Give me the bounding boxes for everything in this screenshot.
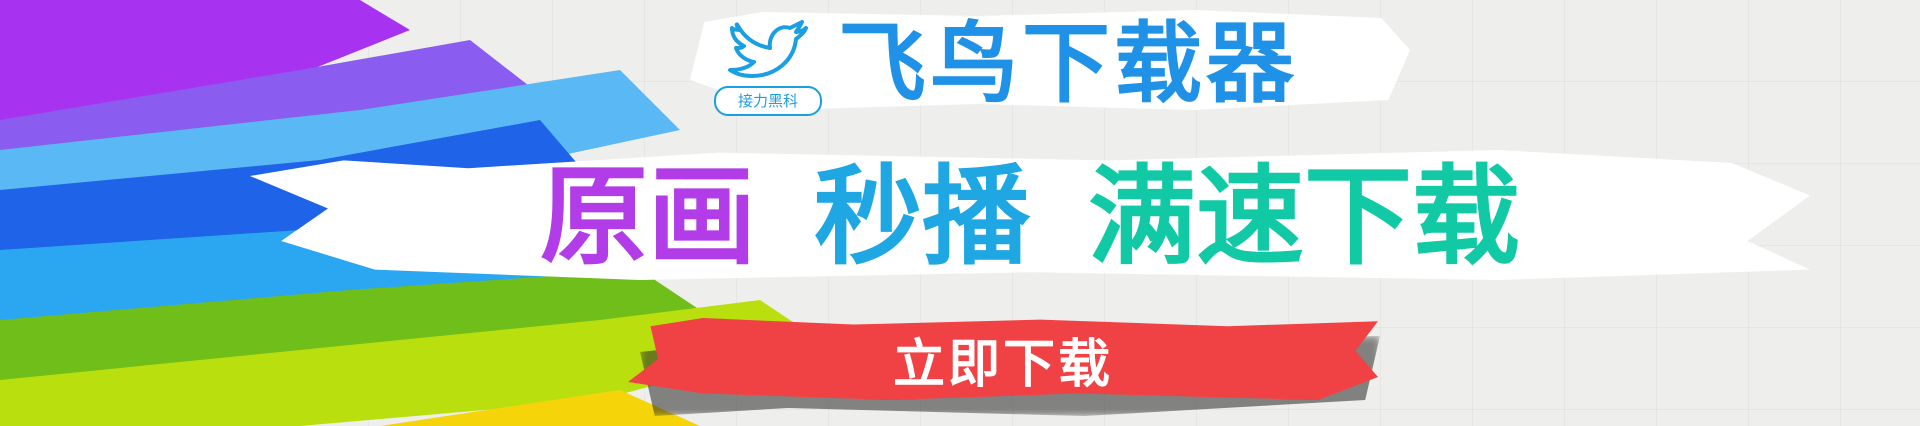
- slogan: 原画 秒播 满速下载: [540, 158, 1520, 278]
- slogan-original-quality: 原画: [540, 155, 757, 280]
- download-now-label: 立即下载: [892, 335, 1113, 394]
- slogan-instant-play: 秒播: [814, 155, 1031, 280]
- slogan-brush-background: [250, 150, 1810, 280]
- stroke-yellow: [380, 390, 700, 426]
- logo-tagline: 接力黑科: [714, 86, 822, 116]
- bird-logo-icon: [728, 20, 808, 78]
- slogan-full-speed-download: 满速下载: [1088, 155, 1521, 280]
- download-now-button[interactable]: 立即下载: [628, 318, 1378, 400]
- app-title: 飞鸟下载器: [838, 12, 1299, 115]
- app-logo: 接力黑科: [712, 14, 824, 116]
